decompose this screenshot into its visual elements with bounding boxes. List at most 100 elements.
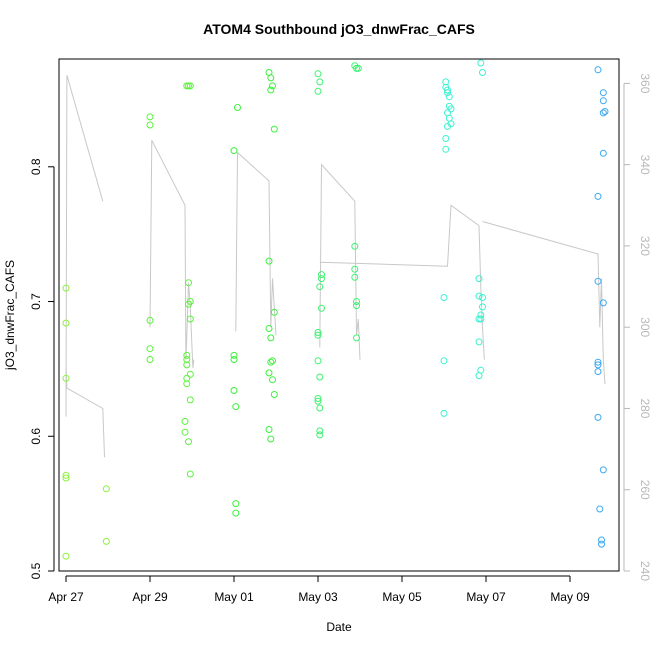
data-point-4-10	[442, 145, 450, 153]
x-tick-label-4: May 05	[382, 590, 422, 604]
data-point-1-6	[181, 417, 189, 425]
data-point-1-2	[146, 316, 154, 324]
data-point-1-5	[181, 428, 189, 436]
data-point-1-10	[183, 356, 191, 363]
data-point-5-10	[594, 361, 602, 369]
data-point-1-4	[146, 356, 154, 363]
x-tick-label-3: May 03	[298, 590, 338, 604]
data-point-1-15	[186, 298, 194, 305]
data-point-4-15	[440, 409, 448, 417]
data-point-3-7	[314, 329, 322, 336]
data-point-2-17	[269, 357, 276, 365]
data-point-1-14	[185, 279, 192, 287]
data-point-2-20	[270, 391, 278, 398]
secondary-line-5	[482, 221, 606, 385]
data-point-5-0	[594, 66, 602, 74]
y-tick-label-0: 0.5	[29, 562, 43, 579]
data-point-4-19	[475, 292, 483, 300]
data-point-0-5	[62, 284, 70, 292]
data-point-2-14	[265, 325, 273, 332]
data-point-5-11	[594, 368, 602, 376]
secondary-line-4	[319, 204, 485, 360]
data-point-5-2	[599, 97, 607, 105]
data-point-3-12	[314, 397, 322, 405]
data-point-3-10	[316, 373, 324, 381]
y2-tick-label-4: 320	[638, 236, 650, 256]
x-tick-label-5: May 07	[466, 590, 506, 604]
data-point-4-16	[477, 59, 485, 67]
data-point-2-12	[270, 125, 278, 133]
data-point-4-20	[479, 294, 486, 301]
data-point-3-0	[314, 70, 322, 78]
y2-tick-label-6: 360	[638, 73, 650, 93]
data-point-3-9	[314, 357, 322, 365]
data-point-4-11	[447, 120, 455, 128]
data-point-3-5	[316, 283, 324, 291]
data-point-4-4	[445, 93, 453, 101]
data-point-2-7	[232, 509, 240, 517]
data-point-1-16	[186, 315, 194, 323]
data-point-2-0	[230, 147, 238, 155]
data-point-5-7	[594, 277, 602, 285]
y-axis-label: jO3_dnwFrac_CAFS	[3, 260, 17, 371]
y-tick-label-1: 0.6	[29, 428, 43, 445]
data-point-4-12	[447, 105, 455, 113]
data-point-1-9	[183, 361, 191, 369]
data-point-0-1	[62, 474, 70, 482]
data-point-1-19	[186, 470, 194, 478]
data-point-3-8	[314, 331, 322, 339]
scatter-points	[62, 59, 609, 560]
data-point-3-14	[316, 427, 324, 435]
data-point-3-20	[351, 265, 359, 273]
data-point-5-9	[594, 358, 602, 366]
data-point-3-19	[351, 242, 359, 250]
y-axis: 0.5 0.6 0.7 0.8	[29, 158, 55, 579]
data-point-5-14	[596, 505, 604, 513]
data-point-1-1	[146, 121, 154, 129]
data-point-2-5	[232, 403, 240, 411]
x-tick-label-1: Apr 29	[132, 590, 168, 604]
data-point-5-16	[598, 540, 605, 548]
data-point-2-19	[269, 376, 276, 384]
data-point-4-24	[477, 315, 485, 323]
data-point-5-12	[594, 413, 602, 421]
data-point-4-18	[475, 275, 483, 283]
data-point-3-11	[314, 395, 322, 402]
data-point-3-2	[314, 87, 322, 95]
data-point-4-27	[475, 372, 483, 380]
data-point-2-13	[265, 257, 273, 265]
data-point-3-23	[353, 302, 360, 310]
data-point-4-17	[479, 69, 486, 76]
data-point-3-24	[353, 334, 360, 342]
data-point-1-8	[183, 374, 191, 382]
data-point-0-7	[102, 537, 110, 545]
data-point-4-14	[440, 357, 448, 365]
data-point-2-21	[265, 426, 273, 433]
data-point-1-12	[185, 438, 192, 446]
data-point-1-7	[183, 380, 191, 388]
secondary-line-1	[149, 140, 195, 368]
secondary-line-6	[65, 367, 105, 458]
data-point-5-1	[599, 89, 607, 97]
x-tick-label-6: May 09	[550, 590, 590, 604]
chart-title: ATOM4 Southbound jO3_dnwFrac_CAFS	[203, 21, 475, 37]
data-point-2-3	[230, 356, 238, 363]
x-axis: Apr 27 Apr 29 May 01 May 03 May 05 May 07 May …	[48, 575, 590, 604]
y-tick-label-2: 0.7	[29, 293, 43, 310]
data-point-0-4	[62, 319, 70, 327]
y2-tick-label-1: 260	[638, 480, 650, 500]
data-point-4-2	[444, 86, 451, 94]
data-point-2-9	[267, 74, 275, 82]
y2-tick-label-2: 280	[638, 398, 650, 418]
data-point-3-21	[351, 273, 359, 281]
x-tick-label-2: May 01	[214, 590, 254, 604]
data-point-5-6	[594, 192, 602, 200]
y2-tick-label-0: 240	[638, 561, 650, 581]
data-point-2-22	[267, 435, 275, 443]
data-point-4-22	[477, 311, 485, 319]
data-point-2-11	[267, 86, 275, 94]
data-point-1-18	[186, 396, 194, 404]
y2-tick-label-3: 300	[638, 317, 650, 337]
data-point-5-8	[599, 299, 607, 307]
